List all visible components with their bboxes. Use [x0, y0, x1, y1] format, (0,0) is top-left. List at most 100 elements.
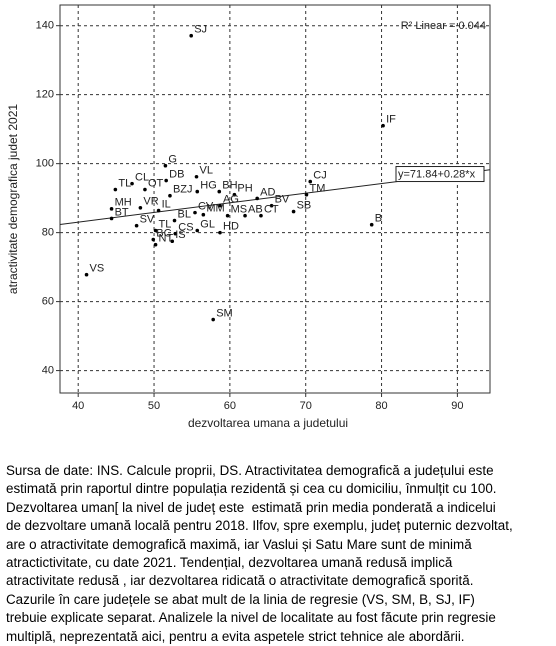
point — [138, 205, 143, 210]
point — [243, 213, 247, 218]
point — [218, 203, 222, 208]
point-label: BZJ — [173, 184, 193, 196]
y-tick-label: 60 — [42, 296, 54, 308]
caption-line: are o atractivitate demografică maximă, … — [6, 536, 472, 552]
point — [168, 193, 172, 198]
point-label: VR — [143, 196, 158, 208]
y-tick-label: 80 — [42, 227, 54, 239]
point-label: DB — [169, 168, 184, 180]
point — [163, 163, 168, 168]
caption-line: Cazurile în care județele se abat mult d… — [6, 591, 475, 607]
point-label: BH — [222, 179, 237, 191]
point-label: SB — [297, 199, 312, 211]
point-label: SJ — [194, 24, 207, 36]
point — [164, 178, 168, 183]
fit-label-box — [395, 166, 485, 183]
point-label: BT — [115, 206, 129, 218]
y-axis-label: atractivitate demografica judet 2021 — [6, 104, 20, 294]
point-label: AB — [248, 204, 263, 216]
point-label: VL — [200, 165, 213, 177]
point-label: MM — [206, 203, 224, 215]
point-label: CL — [135, 172, 149, 184]
caption-line: Dezvoltarea uman[ la nivel de județ este… — [6, 499, 496, 515]
point-label: IF — [386, 114, 396, 126]
point-label: AD — [260, 186, 275, 198]
point-label: OT — [148, 177, 164, 189]
point — [269, 203, 274, 208]
point-label: NT — [159, 233, 174, 245]
point — [211, 317, 215, 322]
point — [195, 228, 200, 233]
point — [201, 212, 206, 217]
x-tick-label: 40 — [72, 400, 84, 412]
x-tick-label: 60 — [224, 400, 236, 412]
point — [218, 230, 222, 235]
point-label: IL — [162, 198, 171, 210]
caption-line: estimată prin raportul dintre populația … — [6, 481, 497, 497]
point — [173, 231, 178, 236]
plot-area — [59, 4, 491, 394]
point — [153, 242, 158, 247]
point-label: VS — [90, 263, 105, 275]
y-tick-label: 100 — [36, 158, 54, 170]
point-label: CJ — [313, 169, 326, 181]
caption-line: Sursa de date: INS. Calcule proprii, DS.… — [6, 463, 494, 478]
fit-label: y=71.84+0.28*x — [398, 168, 476, 180]
point-label: HG — [200, 179, 217, 191]
point — [84, 272, 89, 277]
point-label: IS — [175, 229, 185, 241]
caption-line: atractivitate redusă , iar dezvoltarea r… — [6, 573, 474, 589]
point — [170, 239, 175, 244]
x-tick-label: 90 — [451, 400, 463, 412]
caption: Sursa de date: INS. Calcule proprii, DS.… — [6, 462, 513, 646]
point — [109, 216, 114, 221]
point — [130, 181, 134, 186]
point-label: CV — [198, 201, 214, 213]
point — [381, 123, 385, 128]
point-label: BV — [275, 194, 290, 206]
point — [194, 174, 199, 179]
x-tick-label: 80 — [375, 400, 387, 412]
caption-line: atractictivitate, cu date 2021. Tendenți… — [6, 555, 453, 571]
point — [232, 192, 237, 197]
point — [217, 189, 222, 194]
point — [189, 33, 193, 38]
point-label: HD — [223, 221, 239, 233]
r2-label: R² Linear = 0.044 — [401, 20, 486, 32]
point-label: TL — [118, 177, 131, 189]
point-label: TM — [309, 183, 325, 195]
point-label: SM — [216, 307, 233, 319]
point — [143, 187, 147, 192]
point — [304, 192, 309, 197]
chart: dezvoltarea umana a judetului atractivit… — [6, 4, 491, 430]
point — [172, 218, 177, 223]
point-label: BL — [178, 208, 191, 220]
point — [151, 237, 156, 242]
point — [193, 210, 197, 215]
point-label: GL — [200, 218, 215, 230]
point — [255, 196, 259, 201]
caption-line: de dezvoltare umană locală pentru 2018. … — [6, 518, 513, 534]
point-label: BC — [156, 227, 171, 239]
point-label: G — [168, 154, 177, 166]
point-label: MS — [231, 204, 248, 216]
x-tick-label: 50 — [148, 400, 160, 412]
point — [308, 179, 313, 184]
point — [109, 207, 114, 211]
point-label: CS — [178, 222, 193, 234]
point — [259, 213, 263, 218]
point-label: PH — [237, 183, 252, 195]
point — [153, 228, 158, 233]
y-tick-label: 140 — [36, 20, 54, 32]
x-tick-label: 70 — [300, 400, 312, 412]
point-label: SV — [140, 214, 155, 226]
point-label: TL — [159, 218, 172, 230]
point — [291, 209, 296, 214]
point — [113, 187, 118, 192]
point-label: MH — [115, 197, 132, 209]
point — [134, 223, 139, 228]
caption-line: multiplă, neprezentată aici, pentru a ev… — [6, 628, 465, 644]
caption-line: trebuie explicate separat. Analizele la … — [6, 610, 496, 626]
point-label: B — [375, 213, 382, 225]
